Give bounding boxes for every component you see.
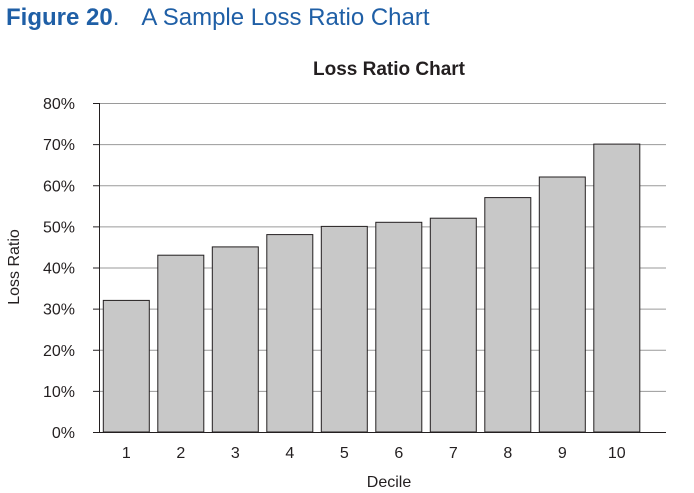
- bar: [593, 143, 641, 433]
- y-tick-label: 10%: [43, 384, 75, 401]
- bar: [266, 234, 314, 433]
- x-tick-label: 6: [394, 445, 403, 462]
- x-tick-label: 2: [176, 445, 185, 462]
- bar: [157, 254, 205, 433]
- figure-title: A Sample Loss Ratio Chart: [141, 4, 430, 31]
- y-axis-label: Loss Ratio: [6, 229, 23, 305]
- chart-title: Loss Ratio Chart: [313, 59, 466, 80]
- x-tick-label: 3: [231, 445, 240, 462]
- bar: [429, 217, 477, 433]
- y-tick-label: 0%: [52, 425, 75, 442]
- y-tick-label: 70%: [43, 137, 75, 154]
- bar: [320, 225, 368, 433]
- x-tick-label: 1: [122, 445, 131, 462]
- y-tick-label: 50%: [43, 219, 75, 236]
- figure-header: Figure 20. A Sample Loss Ratio Chart: [6, 4, 430, 36]
- bar: [211, 246, 259, 433]
- y-tick-label: 40%: [43, 261, 75, 278]
- x-tick-label: 7: [449, 445, 458, 462]
- y-tick-label: 80%: [43, 96, 75, 113]
- bar: [538, 176, 586, 433]
- y-tick-label: 20%: [43, 343, 75, 360]
- x-tick-label: 10: [608, 445, 626, 462]
- x-axis-label: Decile: [367, 474, 412, 491]
- y-tick-label: 60%: [43, 178, 75, 195]
- tick-labels: 0% 10% 20% 30% 40% 50% 60% 70% 80% 1 2 3 4 5 6 7 8 9 10: [43, 96, 626, 462]
- bars: [102, 143, 641, 433]
- figure-label: Figure 20: [6, 4, 113, 31]
- bar: [375, 221, 423, 433]
- x-tick-label: 8: [503, 445, 512, 462]
- bar: [484, 197, 532, 433]
- y-tick-label: 30%: [43, 302, 75, 319]
- x-tick-label: 9: [558, 445, 567, 462]
- bar: [102, 299, 150, 433]
- figure-label-dot: .: [112, 4, 120, 31]
- x-tick-label: 4: [285, 445, 294, 462]
- axes: [93, 103, 666, 433]
- x-tick-label: 5: [340, 445, 349, 462]
